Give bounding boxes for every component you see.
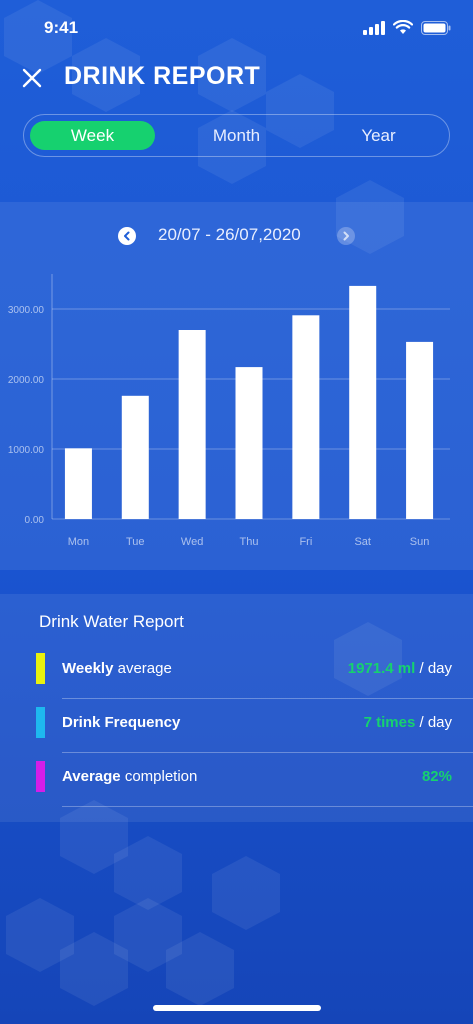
bar-mon: [64, 448, 92, 519]
y-tick-label: 0.00: [25, 515, 45, 526]
label-bold: Weekly: [62, 660, 114, 677]
report-row-average-completion: Average completion 82%: [0, 761, 473, 815]
tab-week[interactable]: Week: [30, 121, 155, 150]
y-tick-label: 2000.00: [8, 375, 45, 386]
page-title: DRINK REPORT: [64, 62, 261, 90]
label-rest: completion: [120, 768, 198, 785]
value-accent: 1971.4 ml: [347, 660, 416, 677]
chevron-right-icon: [343, 231, 349, 241]
row-value: 1971.4 ml / day: [348, 660, 452, 677]
weekly-average-color-bar: [36, 653, 45, 684]
signal-icon: [363, 20, 385, 35]
average-completion-color-bar: [36, 761, 45, 792]
wifi-icon: [393, 20, 413, 34]
x-tick-label: Fri: [299, 536, 312, 548]
row-value: 82%: [422, 768, 452, 785]
bar-wed: [178, 330, 206, 519]
close-icon: [22, 68, 42, 88]
x-tick-label: Sun: [410, 536, 430, 548]
bar-fri: [292, 315, 320, 519]
row-label: Average completion: [62, 768, 197, 785]
date-navigator: 20/07 - 26/07,2020: [0, 222, 473, 252]
row-label: Weekly average: [62, 660, 172, 677]
home-indicator: [153, 1005, 321, 1011]
tab-month[interactable]: Month: [212, 125, 261, 145]
weekly-bar-chart: 0.00 1000.00 2000.00 3000.00 Mon Tue Wed Thu Fri…: [8, 274, 450, 548]
chevron-left-icon: [124, 231, 130, 241]
report-panel: Drink Water Report Weekly average 1971.4…: [0, 594, 473, 822]
x-tick-label: Thu: [240, 536, 259, 548]
bar-tue: [121, 395, 149, 519]
value-accent: 82%: [421, 768, 452, 785]
x-tick-label: Sat: [354, 536, 371, 548]
report-title: Drink Water Report: [39, 612, 184, 631]
bar-sun: [406, 341, 434, 519]
row-value: 7 times / day: [364, 714, 452, 731]
battery-icon: [421, 20, 451, 35]
drink-frequency-color-bar: [36, 707, 45, 738]
report-row-drink-frequency: Drink Frequency 7 times / day: [0, 707, 473, 761]
divider: [62, 698, 473, 699]
x-tick-label: Wed: [181, 536, 203, 548]
period-segment-control: Week Month Year: [23, 114, 450, 157]
label-rest: average: [113, 660, 172, 677]
previous-week-button[interactable]: [118, 227, 136, 245]
bar-thu: [235, 367, 263, 519]
status-time: 9:41: [44, 18, 79, 37]
header: DRINK REPORT: [0, 56, 473, 100]
x-tick-label: Tue: [126, 536, 145, 548]
y-tick-label: 3000.00: [8, 305, 45, 316]
status-bar: 9:41: [0, 0, 473, 56]
label-bold: Average: [62, 768, 121, 785]
value-rest: / day: [415, 660, 452, 677]
next-week-button[interactable]: [337, 227, 355, 245]
date-range-label: 20/07 - 26/07,2020: [158, 225, 301, 244]
chart-panel: 20/07 - 26/07,2020 0.00 1000.00 2000.00 300…: [0, 202, 473, 570]
status-icons: [363, 20, 451, 35]
report-row-weekly-average: Weekly average 1971.4 ml / day: [0, 653, 473, 707]
tab-year[interactable]: Year: [361, 125, 396, 145]
divider: [62, 752, 473, 753]
label-bold: Drink Frequency: [62, 714, 181, 731]
x-tick-label: Mon: [68, 536, 89, 548]
value-accent: 7 times: [363, 714, 416, 731]
y-tick-label: 1000.00: [8, 445, 45, 456]
row-label: Drink Frequency: [62, 714, 180, 731]
divider: [62, 806, 473, 807]
bar-sat: [349, 285, 377, 519]
value-rest: / day: [415, 714, 452, 731]
close-button[interactable]: [18, 64, 46, 92]
